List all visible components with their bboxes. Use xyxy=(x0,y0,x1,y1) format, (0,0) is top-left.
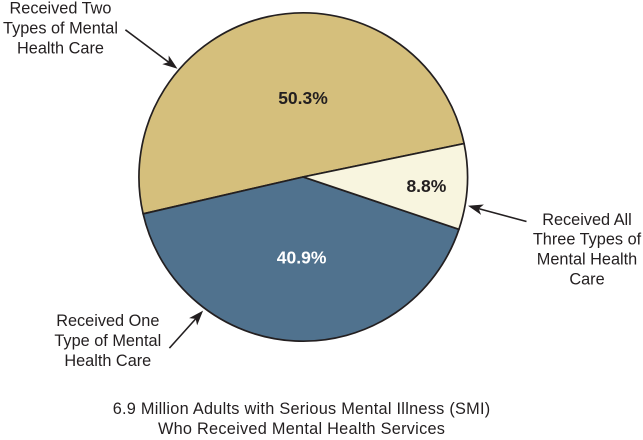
svg-text:Received One: Received One xyxy=(56,312,159,330)
svg-text:Types of Mental: Types of Mental xyxy=(3,19,118,37)
svg-text:Received All: Received All xyxy=(542,211,632,229)
svg-text:Received Two: Received Two xyxy=(10,0,112,17)
svg-text:6.9 Million Adults with Seriou: 6.9 Million Adults with Serious Mental I… xyxy=(113,400,491,418)
svg-text:8.8%: 8.8% xyxy=(406,176,446,196)
svg-text:Health Care: Health Care xyxy=(17,39,104,57)
svg-text:Care: Care xyxy=(569,270,604,288)
svg-text:Mental Health: Mental Health xyxy=(537,251,637,269)
svg-text:Three Types of: Three Types of xyxy=(533,231,642,249)
svg-text:40.9%: 40.9% xyxy=(277,248,327,268)
svg-text:Type of Mental: Type of Mental xyxy=(54,332,161,350)
svg-text:Who Received Mental Health Ser: Who Received Mental Health Services xyxy=(158,420,445,438)
svg-text:50.3%: 50.3% xyxy=(278,88,328,108)
svg-text:Health Care: Health Care xyxy=(64,352,151,370)
